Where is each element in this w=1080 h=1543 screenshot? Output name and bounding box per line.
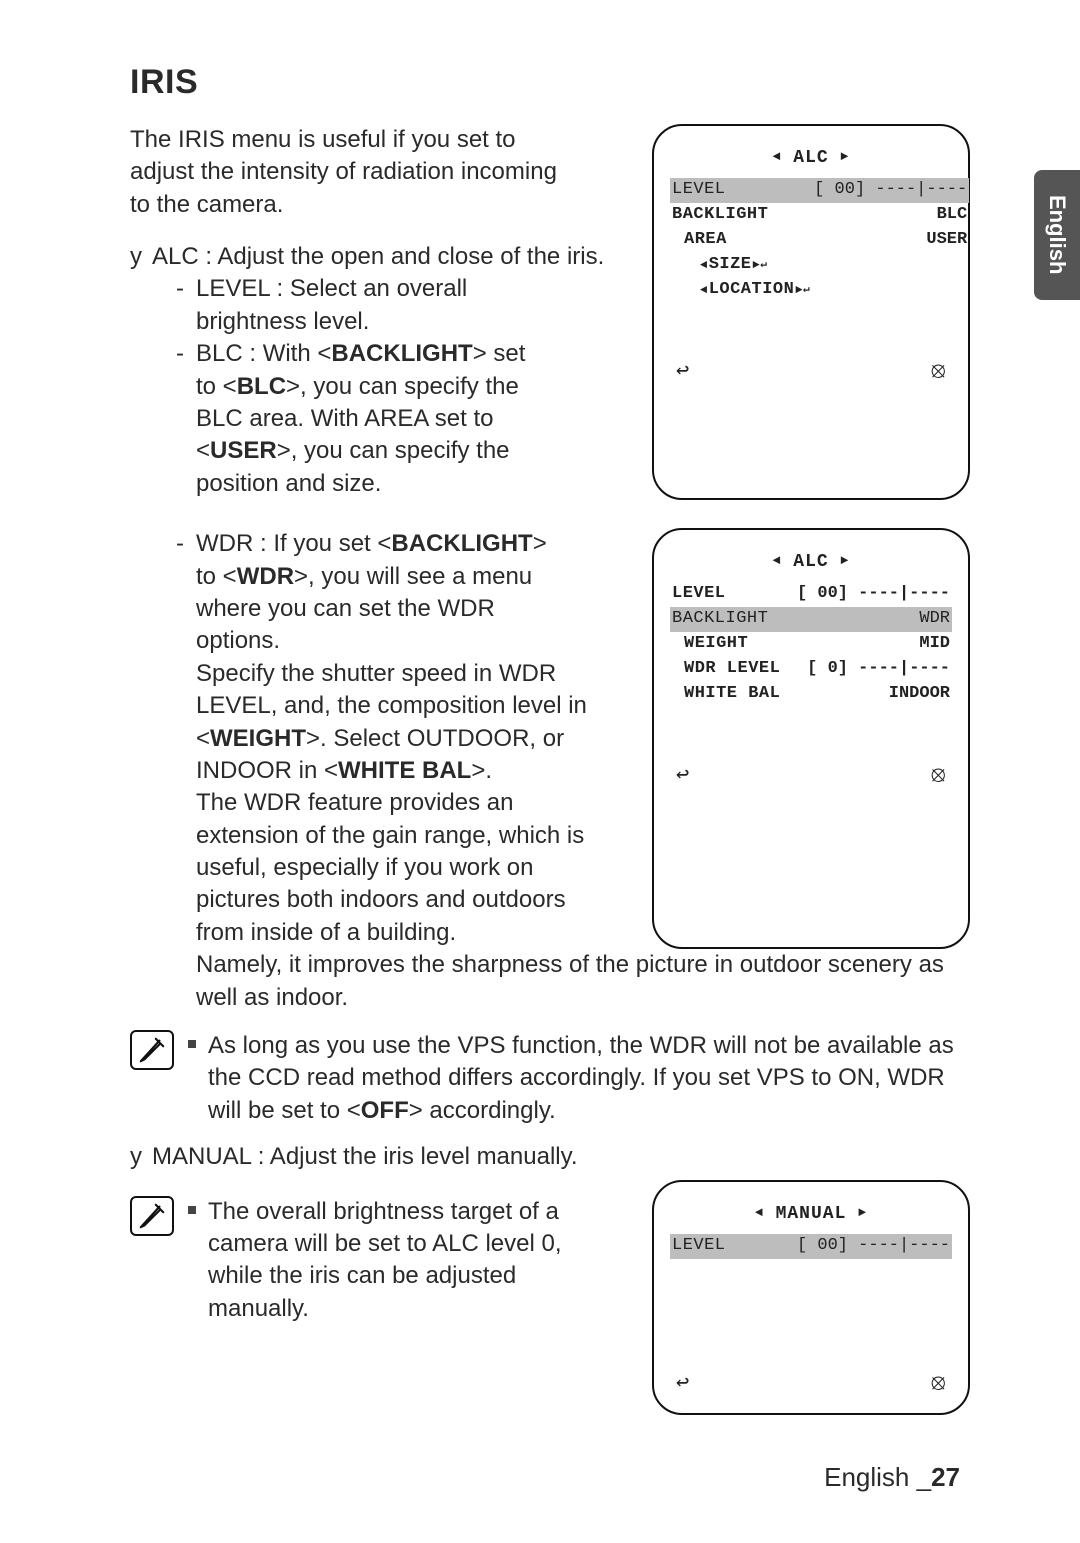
osd-value: [ 0] ----|---- bbox=[788, 657, 952, 682]
page-footer: English _27 bbox=[824, 1460, 960, 1495]
osd-screen-alc-blc: ◄ ALC ► LEVEL[ 00] ----|----BACKLIGHTBLCA… bbox=[652, 124, 970, 500]
osd-value: WDR bbox=[788, 607, 952, 632]
osd-label: BACKLIGHT bbox=[670, 203, 812, 228]
language-tab: English bbox=[1034, 170, 1080, 300]
blc-line: BLC : With <BACKLIGHT> set to <BLC>, you… bbox=[152, 338, 552, 500]
manual-bullet: MANUAL : Adjust the iris level manually. bbox=[130, 1141, 970, 1173]
osd-value: USER bbox=[812, 228, 969, 253]
close-icon: ⦻ bbox=[931, 1369, 946, 1399]
osd-value: BLC bbox=[812, 203, 969, 228]
osd-label: WEIGHT bbox=[670, 632, 788, 657]
note-manual: The overall brightness target of a camer… bbox=[130, 1196, 632, 1326]
osd-value bbox=[812, 278, 969, 303]
osd-value: MID bbox=[788, 632, 952, 657]
osd-value: [ 00] ----|---- bbox=[812, 178, 969, 203]
note-vps: As long as you use the VPS function, the… bbox=[130, 1030, 970, 1127]
note-manual-body: The overall brightness target of a camer… bbox=[188, 1196, 588, 1326]
osd-value: [ 00] ----|---- bbox=[788, 582, 952, 607]
osd-title: ◄ ALC ► bbox=[670, 146, 952, 170]
back-icon: ↩ bbox=[676, 1369, 690, 1399]
osd-table: LEVEL[ 00] ----|----BACKLIGHTWDRWEIGHTMI… bbox=[670, 582, 952, 707]
page: English IRIS The IRIS menu is useful if … bbox=[0, 0, 1080, 1543]
osd-row: WEIGHTMID bbox=[670, 632, 952, 657]
osd-screen-alc-wdr: ◄ ALC ►LEVEL[ 00] ----|----BACKLIGHTWDRW… bbox=[652, 528, 970, 949]
alc-bullet: ALC : Adjust the open and close of the i… bbox=[130, 241, 632, 273]
back-icon: ↩ bbox=[676, 761, 690, 791]
osd-screen-manual: ◄ MANUAL ► LEVEL[ 00] ----|---- ↩ ⦻ bbox=[652, 1180, 970, 1415]
osd-title: ◄ ALC ► bbox=[670, 550, 952, 574]
osd-row: WHITE BALINDOOR bbox=[670, 682, 952, 707]
note-icon bbox=[130, 1196, 174, 1236]
close-icon: ⦻ bbox=[931, 357, 946, 387]
osd-row: LEVEL[ 00] ----|---- bbox=[670, 178, 969, 203]
osd-row: LOCATION↵ bbox=[670, 278, 969, 303]
osd-label: AREA bbox=[670, 228, 812, 253]
intro-paragraph: The IRIS menu is useful if you set to ad… bbox=[130, 124, 570, 221]
osd-title: ◄ MANUAL ► bbox=[670, 1202, 952, 1226]
wdr-paragraph-gain: The WDR feature provides an extension of… bbox=[196, 787, 596, 949]
osd-table: LEVEL[ 00] ----|---- bbox=[670, 1234, 952, 1259]
osd-row: BACKLIGHTWDR bbox=[670, 607, 952, 632]
osd-value bbox=[812, 253, 969, 278]
osd-label: LEVEL bbox=[670, 1234, 746, 1259]
osd-table: LEVEL[ 00] ----|----BACKLIGHTBLCAREAUSER… bbox=[670, 178, 969, 303]
close-icon: ⦻ bbox=[931, 761, 946, 791]
osd-label: LOCATION↵ bbox=[670, 278, 812, 303]
osd-label: SIZE↵ bbox=[670, 253, 812, 278]
wdr-paragraph-weight: Specify the shutter speed in WDR LEVEL, … bbox=[196, 658, 596, 788]
osd-label: BACKLIGHT bbox=[670, 607, 788, 632]
osd-value: [ 00] ----|---- bbox=[746, 1234, 952, 1259]
wdr-line: WDR : If you set <BACKLIGHT> to <WDR>, y… bbox=[152, 528, 552, 658]
back-icon: ↩ bbox=[676, 357, 690, 387]
osd-row: LEVEL[ 00] ----|---- bbox=[670, 582, 952, 607]
note-icon bbox=[130, 1030, 174, 1070]
osd-row: LEVEL[ 00] ----|---- bbox=[670, 1234, 952, 1259]
osd-value: INDOOR bbox=[788, 682, 952, 707]
osd-label: WDR LEVEL bbox=[670, 657, 788, 682]
section-alc: The IRIS menu is useful if you set to ad… bbox=[130, 124, 970, 500]
page-title: IRIS bbox=[130, 60, 970, 106]
wdr-paragraph-namely: Namely, it improves the sharpness of the… bbox=[196, 949, 956, 1014]
section-wdr: WDR : If you set <BACKLIGHT> to <WDR>, y… bbox=[130, 528, 970, 949]
osd-row: AREAUSER bbox=[670, 228, 969, 253]
osd-row: BACKLIGHTBLC bbox=[670, 203, 969, 228]
osd-row: SIZE↵ bbox=[670, 253, 969, 278]
section-manual: The overall brightness target of a camer… bbox=[130, 1180, 970, 1415]
level-line: LEVEL : Select an overall brightness lev… bbox=[152, 273, 552, 338]
note-vps-body: As long as you use the VPS function, the… bbox=[188, 1030, 970, 1127]
osd-label: LEVEL bbox=[670, 178, 812, 203]
osd-row: WDR LEVEL[ 0] ----|---- bbox=[670, 657, 952, 682]
osd-label: WHITE BAL bbox=[670, 682, 788, 707]
osd-label: LEVEL bbox=[670, 582, 788, 607]
